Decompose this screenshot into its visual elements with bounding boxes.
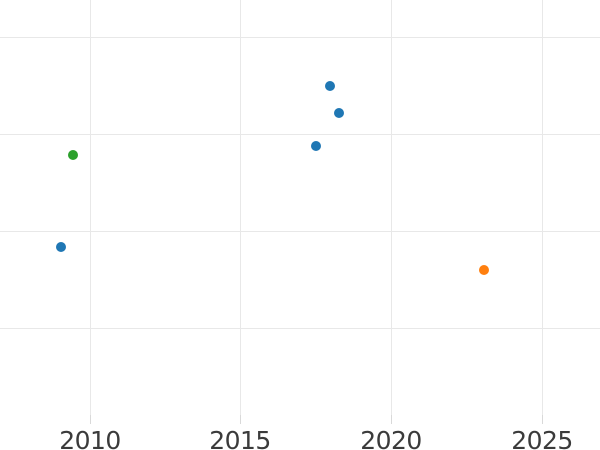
vertical-gridline bbox=[90, 0, 91, 415]
horizontal-gridline bbox=[0, 37, 600, 38]
data-point-orange-series bbox=[479, 265, 489, 275]
vertical-gridline bbox=[240, 0, 241, 415]
horizontal-gridline bbox=[0, 328, 600, 329]
data-point-blue-series bbox=[325, 81, 335, 91]
x-axis-tick bbox=[542, 415, 543, 424]
x-axis-tick-label: 2015 bbox=[209, 426, 271, 450]
vertical-gridline bbox=[391, 0, 392, 415]
data-point-blue-series bbox=[334, 108, 344, 118]
vertical-gridline bbox=[542, 0, 543, 415]
x-axis-tick bbox=[240, 415, 241, 424]
data-point-blue-series bbox=[311, 141, 321, 151]
data-point-blue-series bbox=[56, 242, 66, 252]
data-point-green-series bbox=[68, 150, 78, 160]
x-axis-tick bbox=[90, 415, 91, 424]
x-axis-tick-label: 2010 bbox=[59, 426, 121, 450]
x-axis-tick-label: 2020 bbox=[360, 426, 422, 450]
horizontal-gridline bbox=[0, 231, 600, 232]
x-axis-tick-label: 2025 bbox=[511, 426, 573, 450]
x-axis-tick bbox=[391, 415, 392, 424]
horizontal-gridline bbox=[0, 134, 600, 135]
